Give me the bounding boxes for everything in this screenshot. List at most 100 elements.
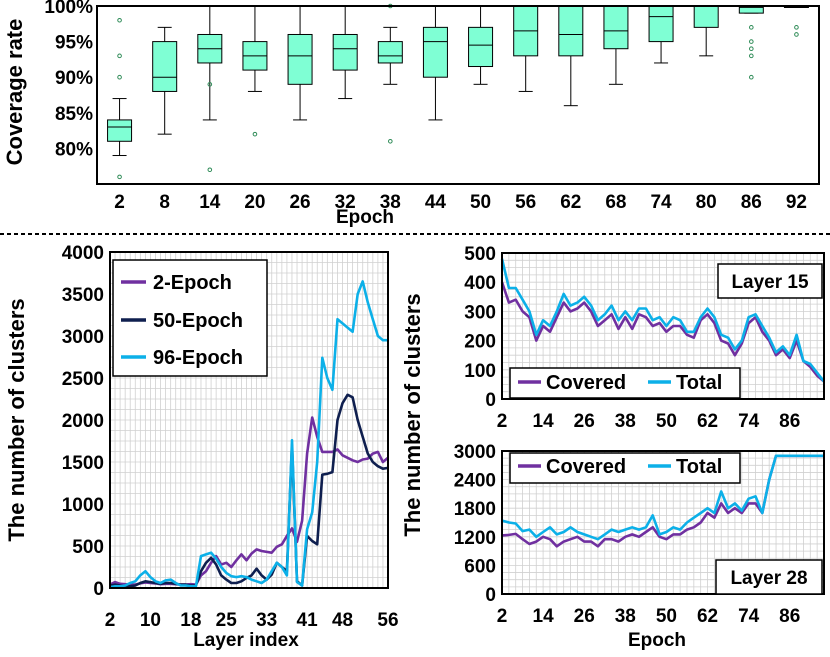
box-outlier <box>794 32 799 37</box>
boxplot-xtick-label: 56 <box>515 192 536 213</box>
box-outlier <box>749 25 754 30</box>
box-iqr <box>648 5 674 43</box>
box-outlier <box>388 138 393 144</box>
boxplot-xtick-label: 68 <box>605 192 626 213</box>
box-outlier <box>117 74 122 80</box>
ll-xtick-label: 18 <box>180 610 201 631</box>
l15-ytick-label: 300 <box>464 302 496 323</box>
ll-ytick-label: 500 <box>72 537 104 558</box>
l28-ytick-label: 600 <box>464 556 496 577</box>
l28-xtick-label: 62 <box>697 606 718 627</box>
boxplot-xtick-label: 38 <box>380 192 401 213</box>
box-iqr <box>332 33 358 71</box>
layer-index-chart: 0 500 1000 1500 2000 2500 3000 3500 4000 2 10 18 25… <box>4 243 399 651</box>
layer15-chart: 0 100 200 300 400 500 2 14 26 38 50 62 74 86 Layer 1… <box>464 244 826 432</box>
l28-xtick-label: 50 <box>656 606 677 627</box>
layer28-title: Layer 28 <box>730 568 807 589</box>
box-iqr <box>693 5 719 28</box>
box-iqr <box>377 41 403 64</box>
ll-xtick-label: 56 <box>377 610 398 631</box>
l15-ytick-label: 200 <box>464 332 496 353</box>
box-outlier <box>252 131 258 137</box>
l28-xtick-label: 74 <box>738 606 760 627</box>
boxplot-xtick-label: 20 <box>244 192 265 213</box>
box-outlier <box>749 39 754 44</box>
boxplot-xlabel: Epoch <box>336 207 394 228</box>
legend-label-50-epoch: 50-Epoch <box>153 310 243 332</box>
l28-ytick-label: 1200 <box>454 528 496 549</box>
layer28-chart: 0 600 1200 1800 2400 3000 2 14 26 38 50 62 74 86 Cov… <box>454 442 825 651</box>
layer-chart-xlabel: Layer index <box>193 630 299 651</box>
ll-xtick-label: 25 <box>216 610 238 631</box>
layer28-frame <box>501 450 825 595</box>
l15-xtick-label: 2 <box>497 411 508 432</box>
box-iqr <box>422 26 448 78</box>
layer15-legend <box>509 367 741 399</box>
l28-ytick-label: 3000 <box>454 442 496 463</box>
l28-xtick-label: 2 <box>497 606 508 627</box>
l15-ytick-label: 500 <box>464 244 496 265</box>
ll-ytick-label: 1000 <box>62 495 104 516</box>
boxplot-xtick-label: 26 <box>289 192 310 213</box>
l28-ytick-label: 0 <box>485 585 496 606</box>
box-iqr <box>287 33 313 85</box>
ll-series-50-epoch <box>109 393 389 588</box>
l28-series-total <box>501 454 824 541</box>
legend-label-96-epoch: 96-Epoch <box>153 347 243 369</box>
l15-xtick-label: 26 <box>574 411 595 432</box>
ll-ytick-label: 1500 <box>62 453 104 474</box>
boxplot-xtick-label: 92 <box>786 192 807 213</box>
layer28-legend-total: Total <box>676 456 722 478</box>
layer28-title-box <box>715 559 823 595</box>
box-outlier <box>749 53 754 59</box>
boxplot-ytick-label: 90% <box>55 68 93 89</box>
ll-ytick-label: 2500 <box>62 369 104 390</box>
l15-xtick-label: 86 <box>779 411 800 432</box>
layer-chart-frame <box>109 251 389 589</box>
l15-xtick-label: 38 <box>615 411 636 432</box>
box-outlier <box>117 17 122 23</box>
layer-chart-ylabel: The number of clusters <box>4 298 29 541</box>
ll-series-96-epoch <box>109 280 388 589</box>
box-iqr <box>558 5 584 57</box>
l28-xtick-label: 38 <box>615 606 636 627</box>
box-outlier <box>794 25 799 30</box>
ll-series-2-epoch <box>109 416 389 586</box>
boxplot-frame <box>96 5 820 185</box>
l28-xtick-label: 86 <box>779 606 800 627</box>
boxplot-xtick-label: 50 <box>470 192 491 213</box>
layer28-legend <box>509 452 741 484</box>
l15-ytick-label: 0 <box>485 390 496 411</box>
l28-ytick-label: 1800 <box>454 499 496 520</box>
box-outlier <box>117 53 122 59</box>
layer28-legend-covered: Covered <box>546 456 626 478</box>
box-outlier <box>749 74 754 80</box>
box-outlier <box>117 174 122 180</box>
ll-xtick-label: 33 <box>256 610 277 631</box>
boxplot-ytick-label: 95% <box>55 33 93 54</box>
l28-xtick-label: 26 <box>574 606 595 627</box>
ll-ytick-label: 2000 <box>62 411 104 432</box>
l15-xtick-label: 74 <box>738 411 760 432</box>
ll-xtick-label: 2 <box>105 610 116 631</box>
right-charts-ylabel: The number of clusters <box>400 293 425 536</box>
boxplot-ytick-label: 85% <box>55 104 93 125</box>
layer15-frame <box>501 252 825 400</box>
box-iqr <box>152 41 178 92</box>
box-iqr <box>107 119 133 142</box>
boxplot-xtick-label: 2 <box>114 192 125 213</box>
box-outlier <box>749 46 754 52</box>
ll-ytick-label: 4000 <box>62 243 104 264</box>
layer15-title: Layer 15 <box>731 272 809 293</box>
boxplot-xtick-label: 8 <box>159 192 170 213</box>
box-iqr <box>468 26 494 68</box>
boxplot-xtick-label: 62 <box>560 192 581 213</box>
box-iqr <box>603 5 629 50</box>
boxplot-xtick-label: 44 <box>425 192 447 213</box>
boxplot-xtick-label: 74 <box>650 192 672 213</box>
layer15-title-box <box>717 263 823 299</box>
box-outlier <box>207 82 213 87</box>
ll-xtick-label: 48 <box>332 610 353 631</box>
boxplot-xtick-label: 14 <box>199 192 221 213</box>
